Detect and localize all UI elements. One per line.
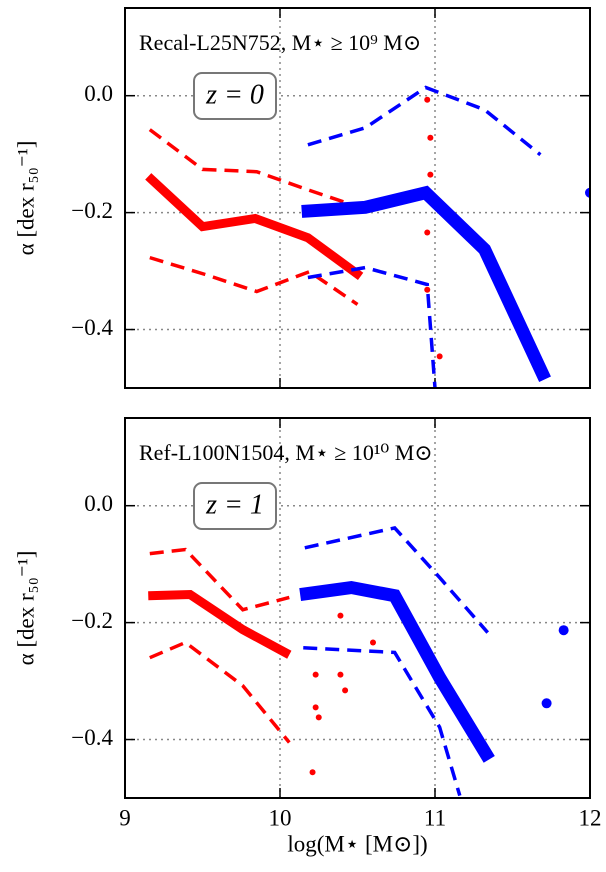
panel: 0.0 −0.2 −0.4 Recal-L25N752, M⋆ ≥ 10⁹ M⊙ z =…	[13, 7, 591, 389]
plot-area	[145, 85, 590, 388]
dot	[312, 671, 319, 678]
label-box-text: z = 0	[205, 79, 264, 110]
dot	[312, 704, 319, 711]
line	[307, 265, 437, 388]
x-tick-label: 12	[579, 805, 602, 830]
dot	[337, 671, 344, 678]
x-tick-label: 11	[424, 805, 446, 830]
dot	[337, 612, 344, 619]
dot	[585, 187, 590, 198]
label-box-text: z = 1	[205, 489, 264, 520]
line	[149, 547, 290, 612]
dot	[309, 769, 316, 776]
y-tick-label: −0.2	[71, 608, 113, 633]
dot	[427, 171, 434, 178]
line	[148, 128, 352, 207]
line	[301, 185, 551, 382]
x-tick-label: 9	[119, 805, 131, 830]
dot	[427, 134, 434, 141]
y-tick-label: −0.2	[71, 198, 113, 223]
y-tick-label: 0.0	[84, 81, 113, 106]
line	[149, 255, 359, 306]
y-tick-label: 0.0	[84, 491, 113, 516]
x-axis-label: log(M⋆ [M⊙])	[287, 831, 427, 856]
plot-area	[148, 525, 569, 797]
annotation: Ref-L100N1504, M⋆ ≥ 10¹⁰ M⊙	[139, 440, 433, 465]
line	[303, 646, 462, 797]
frame	[124, 417, 591, 799]
label-box	[193, 72, 277, 120]
line	[148, 590, 292, 659]
line	[149, 640, 291, 744]
dot	[436, 353, 443, 360]
dot	[541, 698, 552, 709]
y-tick-label: −0.4	[71, 315, 113, 340]
dot	[424, 286, 431, 293]
line	[299, 580, 495, 763]
y-axis-label: α [dex r₅₀⁻¹]	[13, 551, 38, 666]
label-box	[193, 482, 277, 530]
frame	[124, 7, 591, 389]
dot	[315, 714, 322, 721]
dot	[424, 229, 431, 236]
line	[304, 525, 490, 634]
panel: 0.0 −0.2 −0.4 9 10 11 12 Ref-L100N1504, M⋆ ≥ 10…	[13, 417, 602, 856]
annotation: Recal-L25N752, M⋆ ≥ 10⁹ M⊙	[139, 30, 421, 55]
dot	[558, 625, 569, 636]
y-tick-label: −0.4	[71, 725, 113, 750]
line	[307, 85, 542, 157]
y-axis-label: α [dex r₅₀⁻¹]	[13, 141, 38, 256]
x-tick-label: 10	[269, 805, 292, 830]
line	[145, 173, 364, 280]
dot	[424, 96, 431, 103]
dot	[342, 687, 349, 694]
dot	[370, 639, 376, 646]
